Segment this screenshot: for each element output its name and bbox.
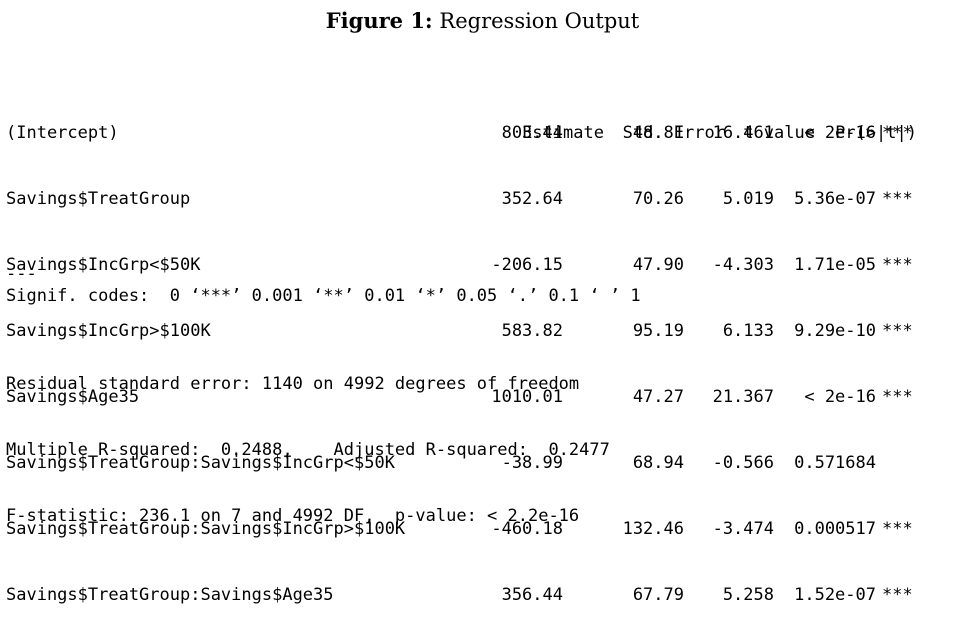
coef-p-value: 5.36e-07 [794,189,876,209]
table-row: Savings$IncGrp>$100K 583.82 95.19 6.133 9.29… [6,320,922,342]
table-row: Savings$IncGrp<$50K -206.15 47.90 -4.303 1.7… [6,254,922,276]
coef-t-value: -0.566 [712,453,774,473]
coef-signif: *** [882,519,913,539]
coef-std-error: 95.19 [632,321,684,341]
coef-name: Savings$TreatGroup:Savings$Age35 [6,585,334,605]
coef-name: Savings$TreatGroup [6,189,191,209]
coef-p-value: 1.52e-07 [794,585,876,605]
coef-std-error: 48.81 [632,123,684,143]
separator-line: --- [6,264,37,284]
f-statistic-line: F-statistic: 236.1 on 7 and 4992 DF, p-v… [6,506,580,526]
table-row: (Intercept) 803.44 48.81 16.461 < 2e-16 *** [6,122,922,144]
coef-std-error: 47.27 [632,387,684,407]
coef-p-value: 9.29e-10 [794,321,876,341]
coef-name: (Intercept) [6,123,119,143]
table-row: Savings$TreatGroup 352.64 70.26 5.019 5.36e-… [6,188,922,210]
coef-signif: *** [882,321,913,341]
table-row: Savings$TreatGroup:Savings$Age35 356.44 67… [6,584,922,606]
coef-t-value: -3.474 [712,519,774,539]
coef-t-value: -4.303 [712,255,774,275]
signif-codes: Signif. codes: 0 ‘***’ 0.001 ‘**’ 0.01 ‘… [6,286,641,306]
r-squared-line: Multiple R-squared: 0.2488, Adjusted R-s… [6,440,610,460]
coef-p-value: < 2e-16 [804,387,876,407]
model-summary: Residual standard error: 1140 on 4992 de… [6,329,610,549]
coef-name: Savings$Age35 [6,387,140,407]
coef-signif: *** [882,255,913,275]
coef-t-value: 21.367 [712,387,774,407]
coef-t-value: 5.019 [722,189,774,209]
coef-p-value: 0.000517 [794,519,876,539]
coef-estimate: 352.64 [501,189,563,209]
coef-signif: *** [882,189,913,209]
coef-name: Savings$IncGrp<$50K [6,255,201,275]
coef-estimate: 356.44 [501,585,563,605]
figure-title: Regression Output [439,9,640,33]
coef-estimate: 583.82 [501,321,563,341]
coef-signif: *** [882,123,913,143]
coef-t-value: 6.133 [722,321,774,341]
coef-signif: *** [882,585,913,605]
residual-standard-error: Residual standard error: 1140 on 4992 de… [6,374,580,394]
figure-caption: Figure 1: Regression Output [0,7,965,35]
figure-label: Figure 1: [325,8,433,33]
coef-estimate: -206.15 [491,255,563,275]
header-estimate: Estimate [522,123,604,143]
coef-name: Savings$IncGrp>$100K [6,321,211,341]
coef-signif: *** [882,387,913,407]
table-header: Estimate Std. Error t value Pr(>|t|) [6,56,917,144]
coef-p-value: 0.571684 [794,453,876,473]
coef-p-value: < 2e-16 [804,123,876,143]
coef-std-error: 70.26 [632,189,684,209]
coef-std-error: 67.79 [632,585,684,605]
coef-estimate: 803.44 [501,123,563,143]
coef-t-value: 5.258 [722,585,774,605]
coef-t-value: 16.461 [712,123,774,143]
header-t-value: t value [743,123,815,143]
header-p-value: Pr(>|t|) [835,123,917,143]
coef-p-value: 1.71e-05 [794,255,876,275]
header-std-error: Std. Error [622,123,725,143]
coef-estimate: 1010.01 [491,387,563,407]
coef-std-error: 47.90 [632,255,684,275]
table-row: Savings$Age35 1010.01 47.27 21.367 < 2e-16 **… [6,386,922,408]
